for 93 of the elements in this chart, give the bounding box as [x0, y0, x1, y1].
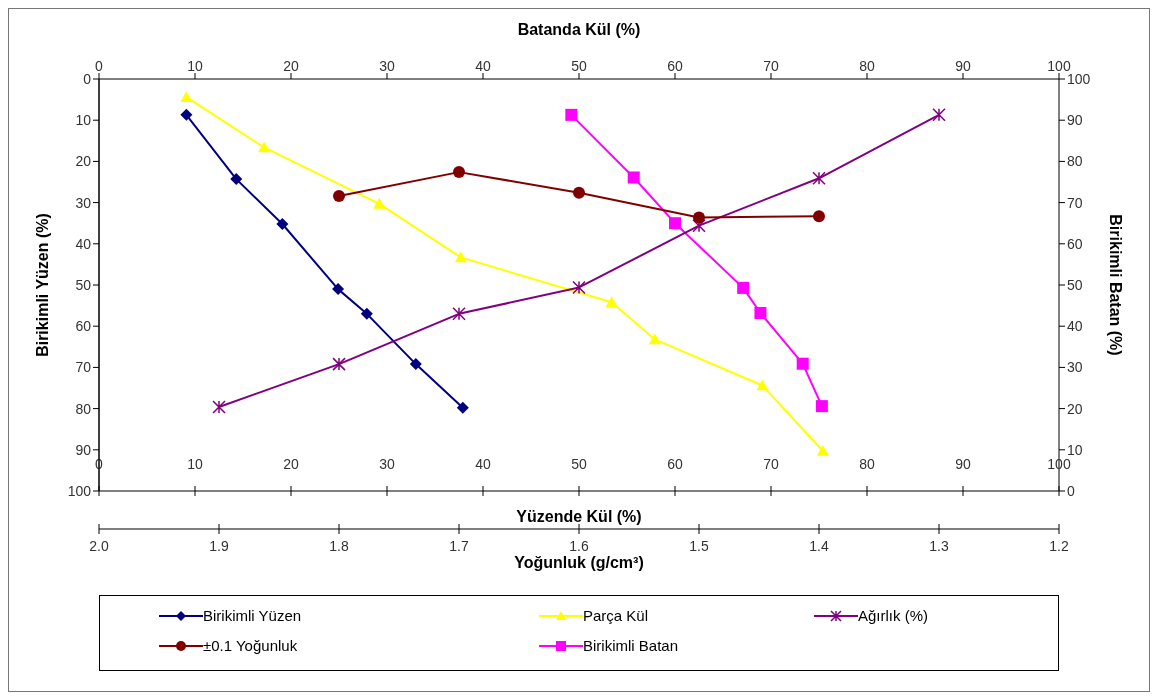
- point: [180, 108, 193, 121]
- y2-tick-label: 20: [1067, 400, 1083, 417]
- y-tick-label: 50: [75, 276, 92, 293]
- legend-label: ±0.1 Yoğunluk: [203, 637, 298, 654]
- x2-tick-label: 0: [95, 58, 104, 74]
- point: [572, 280, 586, 295]
- x-tick-label: 30: [379, 456, 395, 472]
- legend-label: Birikimli Batan: [583, 637, 679, 654]
- y2-axis-title: Birikimli Batan (%): [1107, 214, 1125, 356]
- point: [333, 190, 345, 203]
- point: [648, 333, 661, 345]
- y-tick-label: 20: [75, 153, 92, 170]
- point: [815, 400, 828, 413]
- point: [669, 217, 681, 230]
- y-tick-label: 70: [75, 359, 92, 376]
- point: [180, 91, 193, 102]
- x-tick-label: 10: [187, 456, 203, 472]
- y-axis-title: Birikimli Yüzen (%): [33, 213, 51, 357]
- point: [212, 400, 226, 414]
- x-tick-label: 50: [571, 456, 587, 472]
- y2-tick-label: 50: [1067, 276, 1083, 293]
- x-tick-label: 20: [283, 456, 299, 472]
- x-axis-title: Yoğunluk (g/cm³): [514, 554, 644, 572]
- point: [754, 307, 767, 320]
- y2-tick-label: 90: [1067, 112, 1083, 129]
- y2-tick-label: 10: [1067, 441, 1083, 458]
- x-tick-label: 1.9: [209, 538, 229, 554]
- point: [627, 171, 640, 184]
- x-tick-label: 1.5: [689, 538, 709, 554]
- point: [332, 283, 345, 296]
- point: [737, 281, 750, 294]
- point: [332, 357, 346, 371]
- x-tick-label: 40: [475, 456, 491, 472]
- point: [258, 141, 271, 153]
- x-axis-title: Yüzende Kül (%): [516, 508, 642, 525]
- point: [565, 108, 578, 121]
- point: [373, 197, 386, 209]
- y2-tick-label: 40: [1067, 318, 1083, 335]
- y-tick-label: 40: [75, 235, 92, 252]
- legend-label: Birikimli Yüzen: [203, 607, 302, 624]
- y-tick-label: 10: [75, 112, 92, 129]
- point: [812, 171, 826, 186]
- point: [230, 173, 243, 186]
- y-tick-label: 100: [67, 482, 92, 499]
- point: [693, 211, 705, 224]
- point: [409, 358, 422, 371]
- point: [813, 210, 825, 223]
- y-tick-label: 90: [75, 441, 92, 458]
- point: [932, 108, 946, 122]
- y2-tick-label: 60: [1067, 235, 1083, 252]
- x2-tick-label: 50: [571, 58, 587, 74]
- x2-tick-label: 80: [859, 58, 875, 74]
- y2-tick-label: 80: [1067, 153, 1083, 170]
- point: [756, 379, 769, 391]
- x-tick-label: 1.7: [449, 538, 469, 554]
- y2-tick-label: 0: [1067, 482, 1075, 499]
- x-tick-label: 60: [667, 456, 683, 472]
- point: [692, 218, 706, 233]
- x-tick-label: 1.8: [329, 538, 349, 554]
- y2-tick-label: 30: [1067, 359, 1083, 376]
- y-tick-label: 30: [75, 194, 92, 211]
- legend-label: Ağırlık (%): [858, 607, 929, 624]
- point: [454, 251, 467, 263]
- point: [573, 186, 585, 199]
- x-tick-label: 90: [955, 456, 971, 472]
- x2-tick-label: 40: [475, 58, 491, 74]
- point: [453, 166, 465, 179]
- x-tick-label: 1.4: [809, 538, 829, 554]
- x-tick-label: 80: [859, 456, 875, 472]
- point: [796, 357, 809, 370]
- x-tick-label: 1.3: [929, 538, 949, 554]
- x2-tick-label: 30: [379, 58, 395, 74]
- y2-tick-label: 70: [1067, 194, 1083, 211]
- x2-axis-title: Batanda Kül (%): [517, 21, 641, 39]
- y-tick-label: 80: [75, 400, 92, 417]
- y-tick-label: 0: [83, 70, 92, 87]
- x2-tick-label: 20: [283, 58, 299, 74]
- x2-tick-label: 70: [763, 58, 779, 74]
- x2-tick-label: 10: [187, 58, 203, 74]
- x-tick-label: 1.6: [569, 538, 589, 554]
- x2-tick-label: 90: [955, 58, 971, 74]
- x-tick-label: 2.0: [89, 538, 109, 554]
- x2-tick-label: 60: [667, 58, 683, 74]
- point: [452, 307, 466, 321]
- legend-label: Parça Kül: [583, 607, 649, 624]
- point: [276, 218, 289, 231]
- x-tick-label: 70: [763, 456, 779, 472]
- y-tick-label: 60: [75, 318, 92, 335]
- point: [456, 401, 469, 414]
- point: [360, 307, 373, 320]
- point: [605, 296, 618, 308]
- point: [816, 445, 829, 456]
- x-tick-label: 1.2: [1049, 538, 1069, 554]
